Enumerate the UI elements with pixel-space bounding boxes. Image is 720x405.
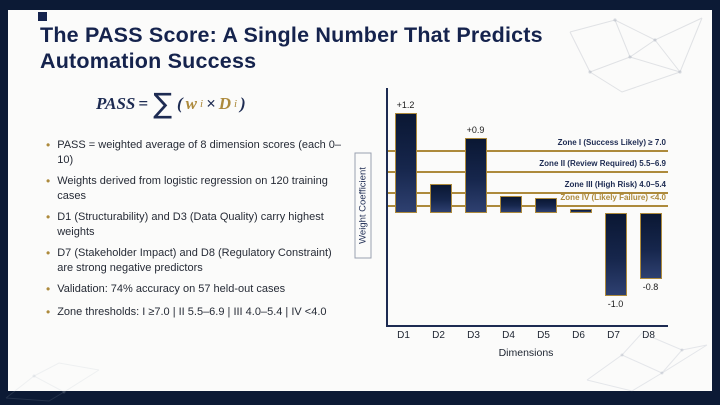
bar-D5 [534,197,557,213]
bar-value-label-D1: +1.2 [396,99,415,110]
zone-label-2: Zone II (Review Required) 5.5–6.9 [539,159,666,169]
list-item: D1 (Structurability) and D3 (Data Qualit… [46,210,348,239]
zone-label-1: Zone I (Success Likely) ≥ 7.0 [557,137,666,147]
x-tick-D5: D5 [537,330,550,341]
zone-line-3 [388,191,668,194]
bullet-icon [46,138,50,167]
bullet-text: PASS = weighted average of 8 dimension s… [57,139,342,166]
slide-title: The PASS Score: A Single Number That Pre… [40,23,543,74]
sigma-symbol: ∑ [153,87,172,120]
bar-D8 [639,212,662,280]
slide-panel: The PASS Score: A Single Number That Pre… [8,10,712,391]
list-item: Zone thresholds: I ≥7.0 | II 5.5–6.9 | I… [46,305,348,321]
x-axis-label: Dimensions [498,347,554,359]
x-tick-D6: D6 [572,330,585,341]
formula-equals: = [138,94,149,113]
y-axis-label: Weight Coefficient [354,152,372,259]
bullet-text: Zone thresholds: I ≥7.0 | II 5.5–6.9 | I… [57,305,327,318]
weight-coefficient-chart: Weight Coefficient Zone I (Success Likel… [348,88,678,373]
formula-weight-subscript: i [199,98,204,110]
bullet-icon [46,282,50,298]
bullet-text: Validation: 74% accuracy on 57 held-out … [57,283,286,296]
zone-label-4: Zone IV (Likely Failure) <4.0 [560,193,666,203]
bar-D6 [569,208,592,213]
bar-D2 [429,183,452,213]
title-accent-square [38,12,47,21]
formula-open-paren: ( [176,94,183,113]
bullet-icon [46,305,50,321]
bar-value-label-D8: -0.8 [642,282,659,293]
bar-D7 [604,212,627,296]
bullet-text: Weights derived from logistic regression… [57,175,328,202]
list-item: D7 (Stakeholder Impact) and D8 (Regulato… [46,246,348,275]
formula-close-paren: ) [240,94,246,113]
zone-label-3: Zone III (High Risk) 4.0–5.4 [564,179,666,189]
bullet-list: PASS = weighted average of 8 dimension s… [46,138,348,328]
bullet-icon [46,246,50,275]
formula-weight-term: w [185,94,197,113]
x-tick-D2: D2 [432,330,445,341]
list-item: PASS = weighted average of 8 dimension s… [46,138,348,167]
list-item: Weights derived from logistic regression… [46,174,348,203]
bar-value-label-D7: -1.0 [607,298,624,309]
chart-plot: Zone I (Success Likely) ≥ 7.0 Zone II (Re… [386,88,668,327]
bar-D1 [394,112,417,213]
bar-D4 [499,196,522,213]
x-tick-D8: D8 [642,330,655,341]
bar-value-label-D3: +0.9 [466,124,485,135]
x-tick-D3: D3 [467,330,480,341]
bullet-text: D1 (Structurability) and D3 (Data Qualit… [57,211,324,238]
x-tick-D4: D4 [502,330,515,341]
list-item: Validation: 74% accuracy on 57 held-out … [46,282,348,298]
bar-D3 [464,137,487,213]
formula-times: × [206,94,216,113]
x-axis-categories: D1 D2 D3 D4 D5 D6 D7 D8 [386,328,666,341]
formula-dimension-term: D [218,94,231,113]
zone-line-2 [388,171,668,174]
zone-line-1 [388,149,668,152]
bullet-icon [46,210,50,239]
bullet-icon [46,174,50,203]
bullet-text: D7 (Stakeholder Impact) and D8 (Regulato… [57,247,332,274]
formula-lhs: PASS [96,94,136,113]
x-tick-D1: D1 [397,330,410,341]
zone-line-4 [388,205,668,208]
formula-dimension-subscript: i [233,98,238,110]
x-tick-D7: D7 [607,330,620,341]
